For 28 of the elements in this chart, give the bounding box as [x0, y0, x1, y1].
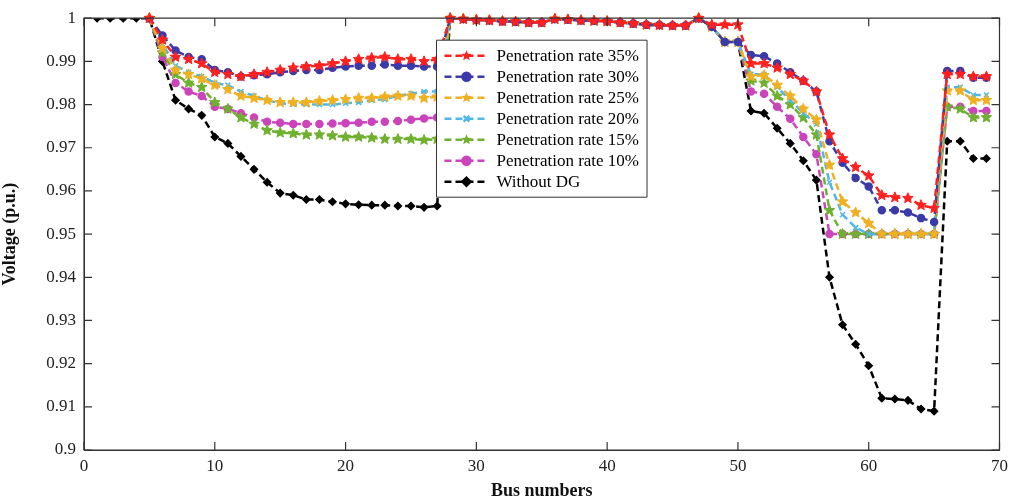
- y-tick-label: 0.9: [54, 439, 76, 459]
- legend-label: Penetration rate 30%: [496, 67, 640, 87]
- x-tick-label: 40: [598, 455, 616, 475]
- x-tick-label: 0: [79, 455, 89, 475]
- x-tick-label: 10: [206, 455, 224, 475]
- y-tick-label: 0.96: [46, 180, 76, 200]
- y-tick-label: 0.93: [46, 309, 76, 329]
- x-tick-label: 60: [860, 455, 878, 475]
- x-tick-label: 70: [991, 455, 1008, 475]
- y-tick-label: 0.91: [46, 396, 76, 416]
- x-tick-label: 20: [337, 455, 355, 475]
- legend-label: Without DG: [496, 172, 581, 192]
- legend-label: Penetration rate 15%: [496, 130, 640, 150]
- y-tick-label: 1: [67, 7, 76, 27]
- x-tick-label: 50: [729, 455, 747, 475]
- y-tick-label: 0.94: [46, 266, 77, 286]
- x-tick-label: 30: [467, 455, 485, 475]
- y-tick-label: 0.92: [46, 353, 76, 373]
- legend-label: Penetration rate 35%: [496, 46, 640, 66]
- y-tick-label: 0.99: [46, 50, 76, 70]
- y-tick-label: 0.95: [46, 223, 76, 243]
- y-axis-title: Voltage (p.u.): [0, 182, 21, 286]
- legend-label: Penetration rate 10%: [496, 151, 640, 171]
- legend-label: Penetration rate 20%: [496, 109, 640, 129]
- y-tick-label: 0.98: [46, 94, 76, 114]
- legend-label: Penetration rate 25%: [496, 88, 640, 108]
- y-tick-label: 0.97: [46, 137, 77, 157]
- x-axis-title: Bus numbers: [490, 479, 593, 500]
